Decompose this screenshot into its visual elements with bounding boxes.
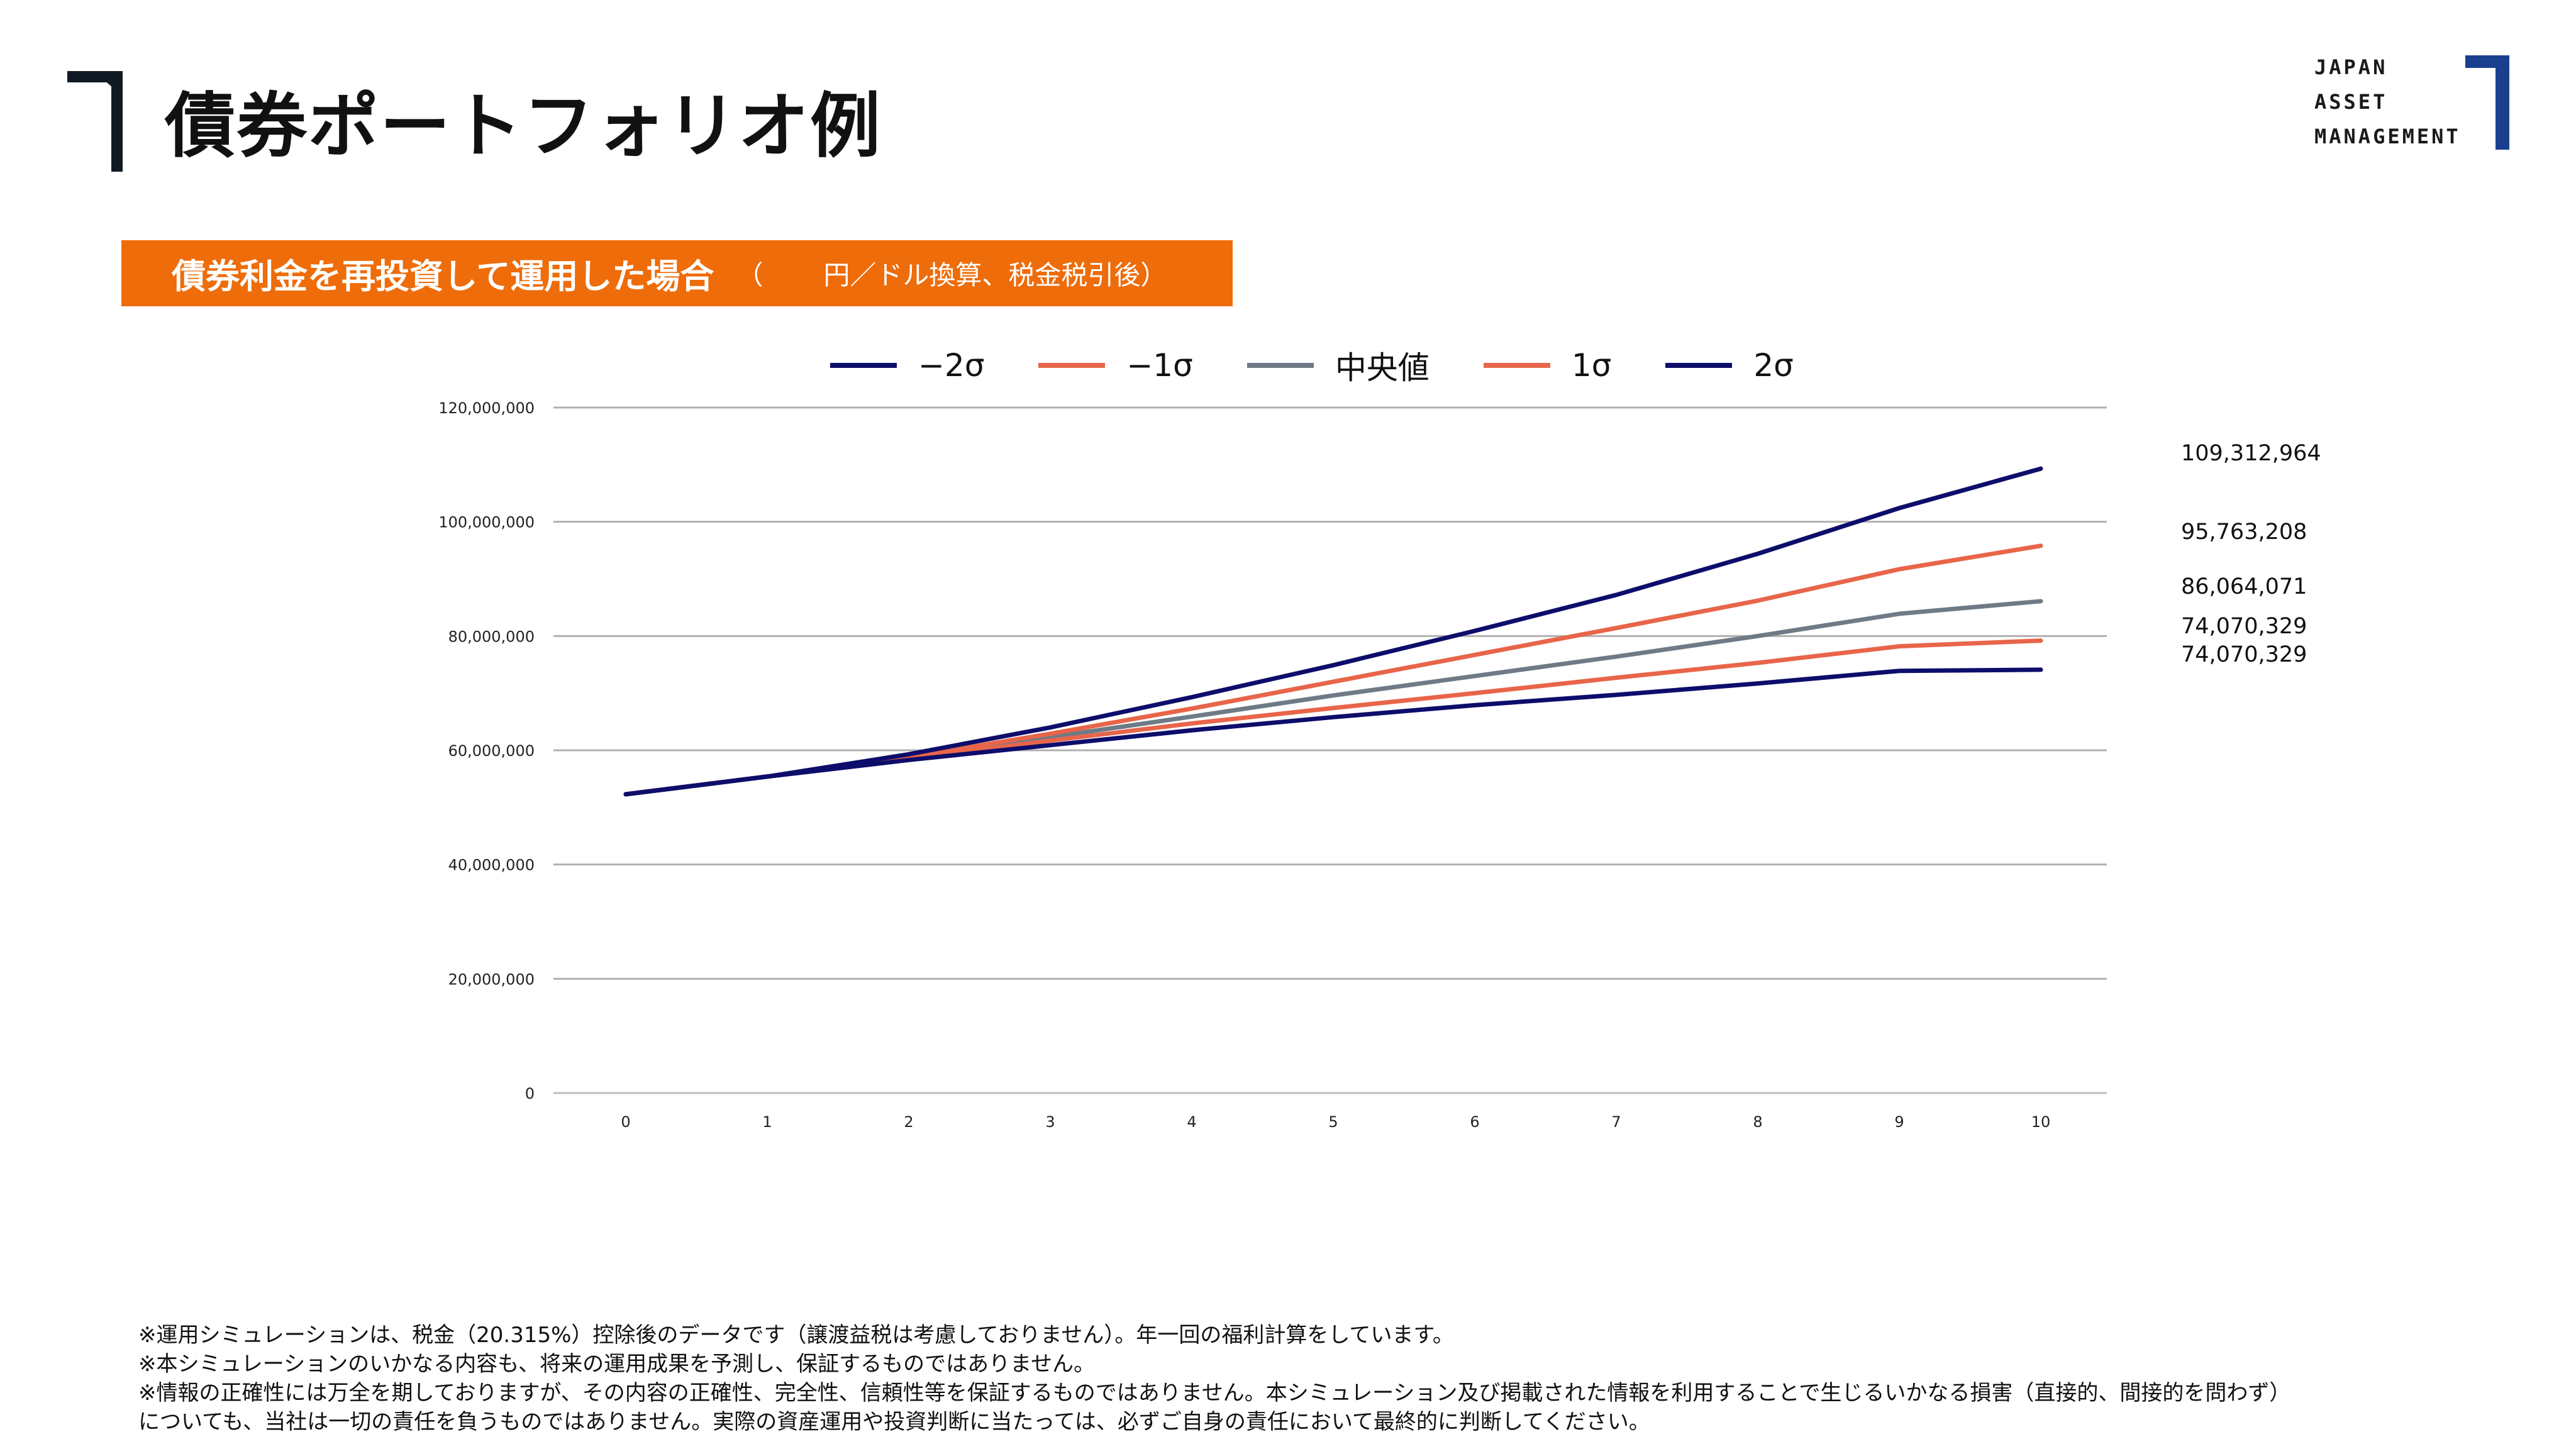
x-tick-label: 10	[2031, 1113, 2051, 1131]
legend-item-minus-1-sigma: −1σ	[1038, 347, 1193, 384]
footnote-line: ※本シミュレーションのいかなる内容も、将来の運用成果を予測し、保証するものではあ…	[138, 1352, 1096, 1377]
chart-legend: −2σ −1σ 中央値 1σ 2σ	[830, 343, 1794, 387]
legend-item-plus-1-sigma: 1σ	[1483, 347, 1612, 384]
footnote-line: ※運用シミュレーションは、税金（20.315%）控除後のデータです（譲渡益税は考…	[138, 1323, 1454, 1348]
x-tick-label: 0	[621, 1113, 630, 1131]
x-tick-label: 3	[1045, 1113, 1055, 1131]
y-tick-label: 40,000,000	[448, 857, 535, 874]
footnote-line: ※情報の正確性には万全を期しておりますが、その内容の正確性、完全性、信頼性等を保…	[138, 1380, 2291, 1406]
x-tick-label: 5	[1328, 1113, 1338, 1131]
legend-label-minus-1-sigma: −1σ	[1126, 347, 1193, 384]
page-title: 債券ポートフォリオ例	[165, 86, 882, 167]
x-tick-label: 6	[1470, 1113, 1479, 1131]
legend-swatch-plus-2-sigma	[1665, 363, 1733, 368]
series-line-4	[623, 543, 2043, 797]
legend-item-minus-2-sigma: −2σ	[830, 347, 984, 384]
banner-subheading: （ 円／ドル換算、税金税引後）	[736, 254, 1167, 292]
y-tick-label: 20,000,000	[448, 970, 535, 988]
banner-heading: 債券利金を再投資して運用した場合	[172, 257, 714, 296]
end-value-label: 86,064,071	[2181, 574, 2307, 599]
disclaimer-footnotes: ※運用シミュレーションは、税金（20.315%）控除後のデータです（譲渡益税は考…	[138, 1321, 2528, 1436]
banner-sub-text: 円／ドル換算、税金税引後）	[823, 260, 1167, 291]
series-line-1	[623, 667, 2043, 797]
y-tick-label: 0	[525, 1085, 535, 1102]
legend-label-median: 中央値	[1335, 350, 1430, 386]
y-tick-label: 80,000,000	[448, 628, 535, 645]
end-value-label: 74,070,329	[2181, 642, 2307, 667]
line-chart: 0 20,000,000 40,000,000 60,000,000 80,000,00…	[438, 399, 2321, 1131]
y-tick-label: 60,000,000	[448, 742, 535, 760]
y-tick-label: 120,000,000	[438, 399, 535, 417]
y-tick-label: 100,000,000	[438, 514, 535, 531]
footnote-line: についても、当社は一切の責任を負うものではありません。実際の資産運用や投資判断に…	[138, 1409, 1650, 1435]
section-banner: 債券利金を再投資して運用した場合 （ 円／ドル換算、税金税引後）	[121, 240, 1233, 306]
x-tick-label: 8	[1753, 1113, 1762, 1131]
legend-label-plus-1-sigma: 1σ	[1571, 347, 1612, 384]
legend-label-plus-2-sigma: 2σ	[1753, 347, 1794, 384]
legend-swatch-plus-1-sigma	[1483, 363, 1550, 368]
x-tick-label: 1	[762, 1113, 772, 1131]
legend-swatch-median	[1246, 363, 1314, 368]
legend-swatch-minus-2-sigma	[830, 363, 897, 368]
company-logo: JAPAN ASSET MANAGEMENT	[2314, 55, 2509, 156]
logo-bracket-icon	[2465, 55, 2509, 150]
title-bracket-mark	[67, 71, 123, 172]
logo-text-asset: ASSET	[2314, 90, 2388, 114]
series-line-5	[623, 466, 2043, 797]
end-value-label: 95,763,208	[2181, 519, 2307, 545]
x-tick-label: 2	[904, 1113, 913, 1131]
legend-swatch-minus-1-sigma	[1038, 363, 1106, 368]
legend-item-median: 中央値	[1246, 343, 1430, 388]
end-value-label: 109,312,964	[2181, 441, 2321, 466]
legend-label-minus-2-sigma: −2σ	[918, 347, 985, 384]
logo-text-management: MANAGEMENT	[2314, 125, 2461, 148]
x-tick-label: 7	[1611, 1113, 1621, 1131]
banner-paren: （	[736, 260, 763, 291]
x-tick-label: 4	[1187, 1113, 1196, 1131]
logo-text-japan: JAPAN	[2314, 55, 2388, 79]
legend-item-plus-2-sigma: 2σ	[1665, 347, 1794, 384]
x-tick-label: 9	[1894, 1113, 1904, 1131]
end-value-label: 74,070,329	[2181, 614, 2307, 639]
